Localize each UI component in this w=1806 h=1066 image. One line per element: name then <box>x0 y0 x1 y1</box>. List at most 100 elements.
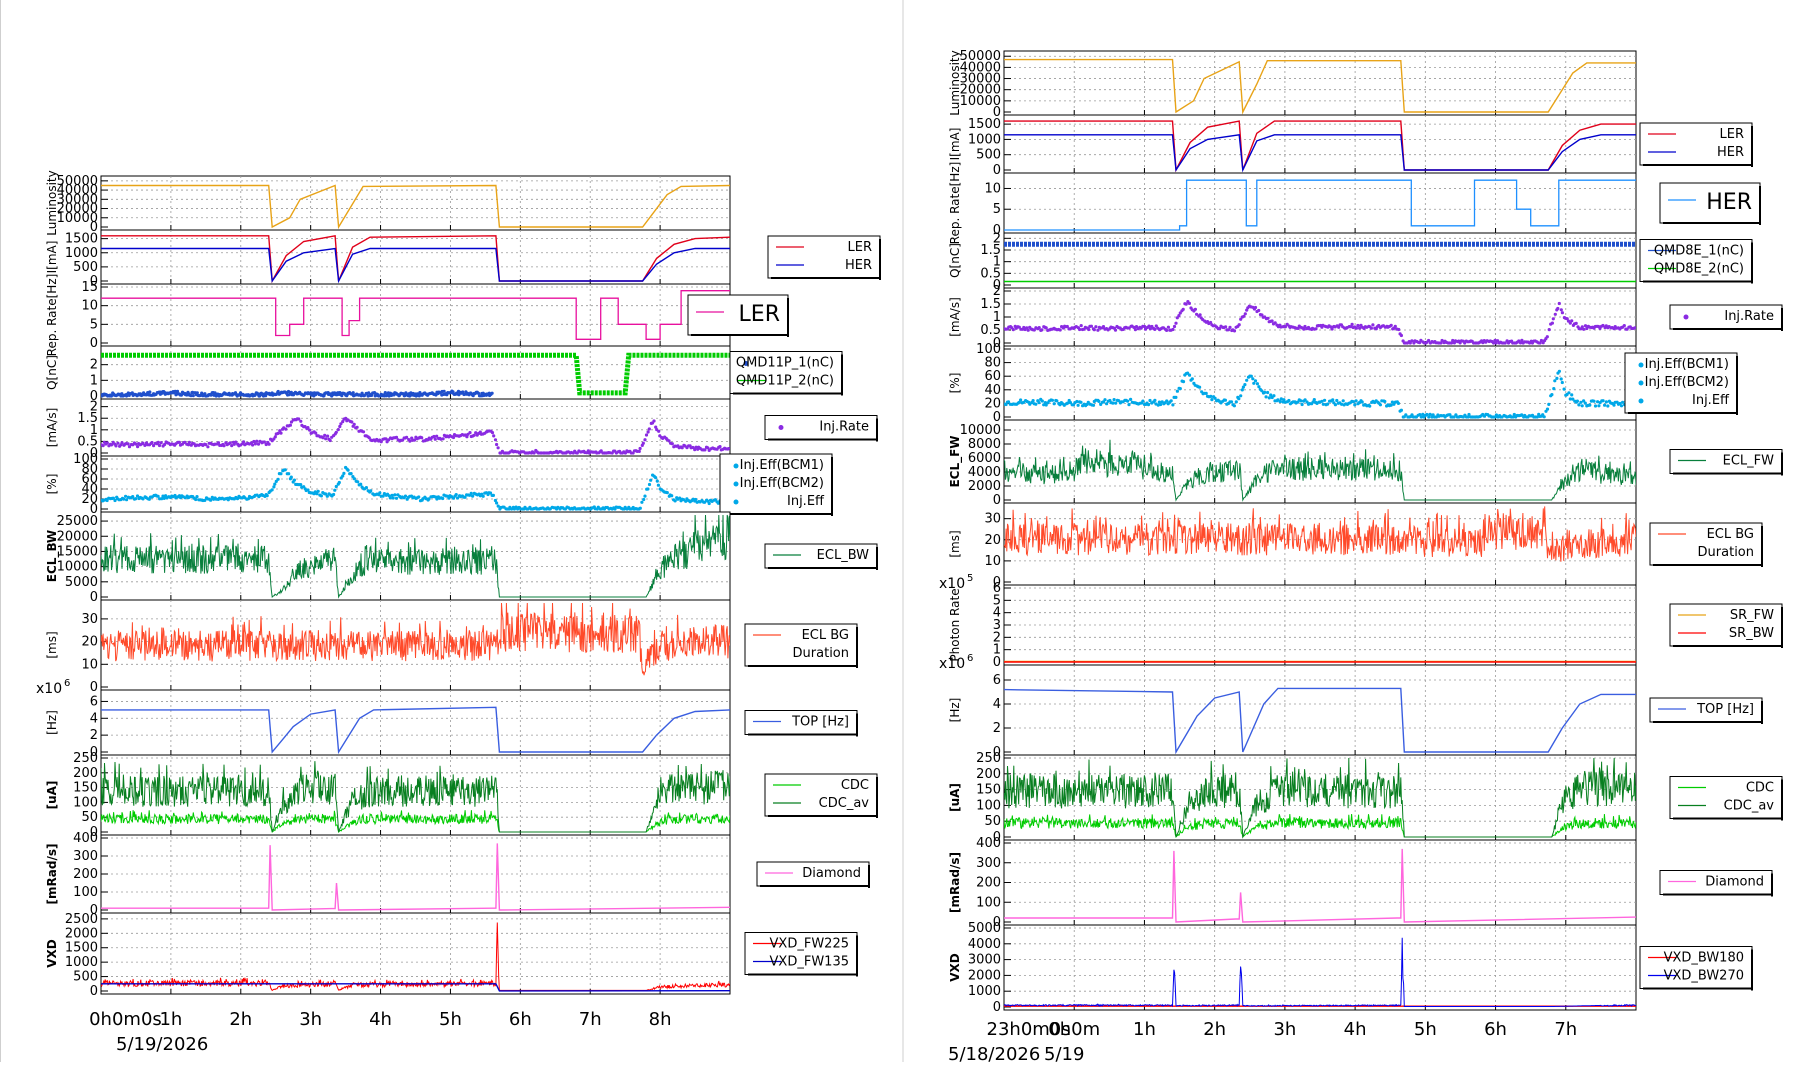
legend-box <box>744 710 858 735</box>
data-point <box>1335 398 1339 403</box>
data-point <box>1466 415 1470 419</box>
data-point <box>270 488 274 492</box>
data-point <box>1604 400 1608 404</box>
panel-1-3: 00.511.52 Q[nC] QMD8E_1(nC) QMD8E_2(nC) <box>948 231 1753 293</box>
data-point <box>159 441 163 445</box>
y-tick-label: 50000 <box>960 49 1001 64</box>
legend-box <box>719 453 833 515</box>
y-tick-label: 100 <box>976 798 1001 813</box>
data-point <box>1112 398 1116 402</box>
data-point <box>1305 400 1309 404</box>
data-point <box>273 482 277 486</box>
legend-label: CDC <box>1746 781 1774 796</box>
data-point <box>1213 396 1217 400</box>
panel-data <box>101 602 730 676</box>
y-tick-label: 10000 <box>960 423 1001 438</box>
y-tick-label: 20 <box>984 533 1001 548</box>
data-point <box>344 416 348 420</box>
data-point <box>189 394 193 398</box>
data-point <box>364 486 368 490</box>
x-tick-label: 23h0m0s <box>987 1019 1071 1040</box>
data-point <box>127 445 132 449</box>
data-point <box>1037 326 1041 330</box>
data-point <box>1408 341 1412 345</box>
data-point <box>670 494 674 498</box>
series-cdc-av <box>1004 757 1636 839</box>
x-tick-label: 3h <box>1273 1019 1296 1040</box>
y-tick-label: 15000 <box>57 544 98 559</box>
y-axis-label: Luminosity <box>948 50 962 115</box>
legend-1-5: Inj.Eff(BCM1) Inj.Eff(BCM2) Inj.Eff <box>1624 352 1738 415</box>
data-point <box>703 500 707 504</box>
y-tick-label: 200 <box>73 766 98 781</box>
y-tick-label: 5000 <box>65 575 98 590</box>
data-point <box>1239 394 1243 398</box>
legend-0-10: Diamond <box>756 861 870 888</box>
y-tick-label: 40000 <box>960 60 1001 75</box>
data-point <box>163 442 167 447</box>
data-point <box>1568 321 1572 325</box>
data-point <box>1079 324 1083 328</box>
y-tick-label: 10000 <box>960 94 1001 109</box>
data-point <box>1177 314 1181 318</box>
data-point <box>1601 323 1605 328</box>
y-tick-label: 200 <box>976 767 1001 782</box>
data-point <box>405 435 409 439</box>
data-point <box>1296 400 1300 404</box>
data-point <box>355 425 359 429</box>
data-point <box>299 483 303 487</box>
panel-data <box>1004 369 1636 419</box>
data-point <box>716 501 720 505</box>
y-tick-label: 15 <box>81 280 98 295</box>
y-tick-label: 1000 <box>65 955 98 970</box>
panel-1-2: 0 5 10 Rep. Rate[Hz] HER <box>948 162 1761 244</box>
data-point <box>461 390 465 394</box>
data-point <box>1451 338 1455 343</box>
y-tick-label: 2 <box>90 358 98 373</box>
series-diamond <box>1004 848 1636 923</box>
data-point <box>1184 302 1188 306</box>
y-axis-label: [mRad/s] <box>45 844 59 905</box>
data-point <box>253 393 257 397</box>
series-her <box>1004 134 1636 173</box>
panel-frame <box>1003 345 1637 421</box>
data-point <box>230 444 234 448</box>
data-point <box>314 431 318 435</box>
data-point <box>1126 399 1130 403</box>
data-point <box>463 495 467 499</box>
series-ler <box>101 290 730 340</box>
data-point <box>1209 394 1213 398</box>
data-point <box>113 498 117 503</box>
legend-label: ECL BG <box>802 628 849 643</box>
panel-data <box>1004 687 1636 755</box>
data-point <box>267 442 271 446</box>
series-her <box>1004 179 1636 231</box>
data-point <box>1228 325 1232 329</box>
chart-0: 01000020000300004000050000Luminosity0500… <box>36 170 881 1055</box>
y-tick-label: 5 <box>90 317 98 332</box>
data-point <box>1371 323 1375 327</box>
data-point <box>667 439 671 443</box>
legend-box <box>1649 522 1763 566</box>
data-point <box>463 392 467 396</box>
data-point <box>481 494 485 498</box>
data-point <box>306 426 310 430</box>
y-tick-label: 50 <box>984 814 1001 829</box>
data-point <box>643 494 647 498</box>
y-tick-label: 40000 <box>57 183 98 198</box>
y-exponent-power: 6 <box>967 653 973 664</box>
y-tick-label: 500 <box>73 260 98 275</box>
data-point <box>647 427 651 431</box>
data-point <box>1165 328 1169 332</box>
data-point <box>1253 305 1258 310</box>
data-point <box>718 445 722 449</box>
y-tick-label: 0 <box>90 745 98 760</box>
data-point <box>388 496 392 500</box>
series-luminosity <box>101 184 730 230</box>
panel-data <box>1004 506 1636 562</box>
panel-data <box>1004 757 1636 839</box>
data-point <box>175 389 180 393</box>
